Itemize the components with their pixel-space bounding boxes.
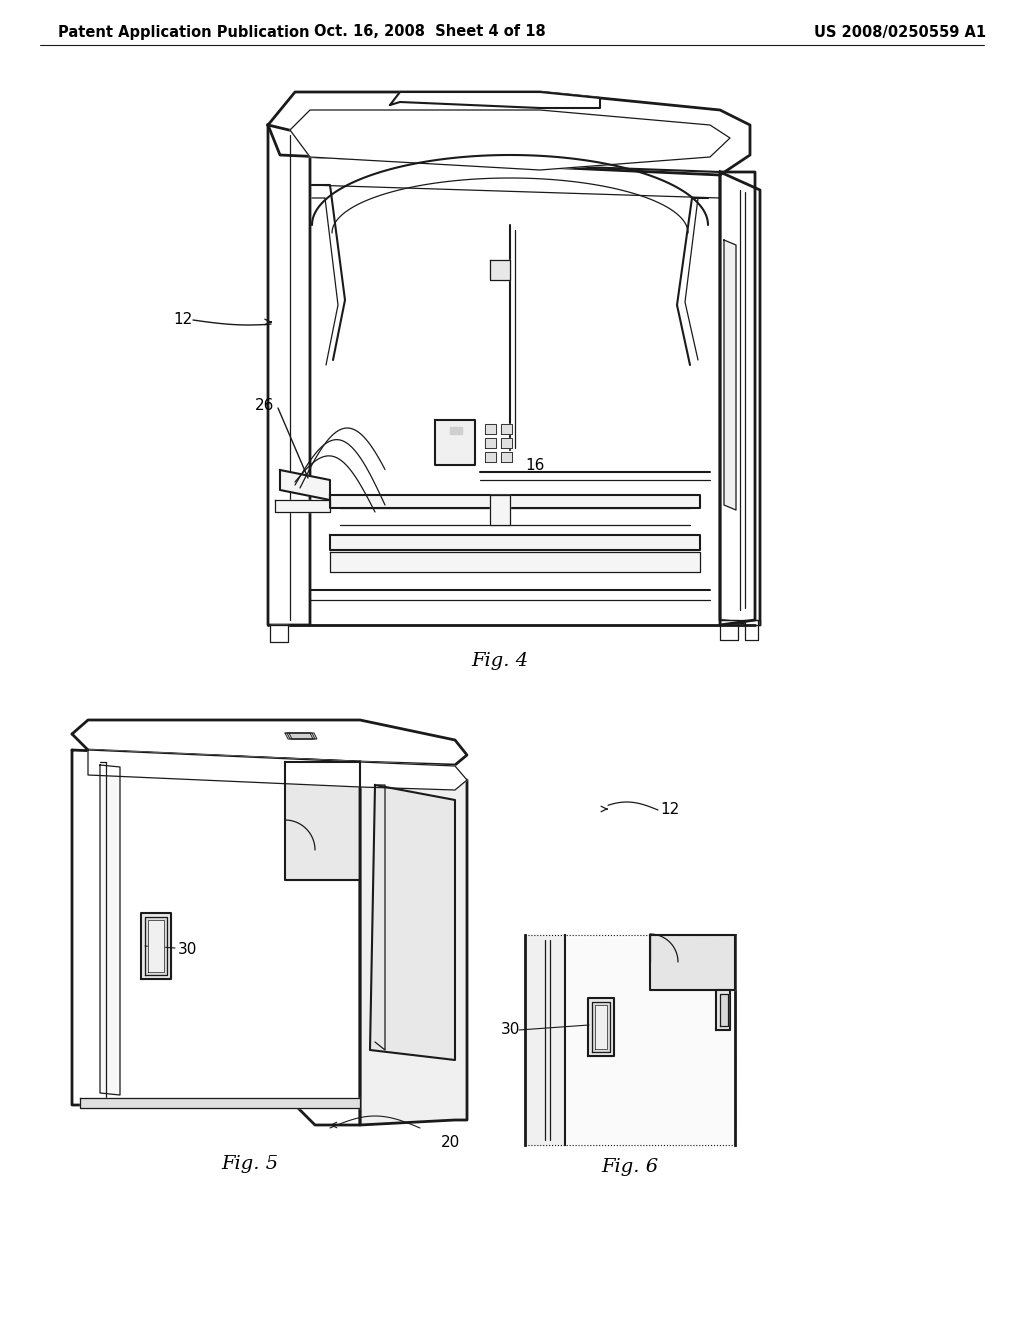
Polygon shape — [290, 110, 730, 170]
Polygon shape — [720, 994, 728, 1026]
Text: 30: 30 — [178, 942, 198, 957]
Polygon shape — [268, 125, 310, 624]
Text: Fig. 5: Fig. 5 — [221, 1155, 279, 1173]
Polygon shape — [490, 495, 510, 525]
Text: US 2008/0250559 A1: US 2008/0250559 A1 — [814, 25, 986, 40]
Polygon shape — [485, 424, 496, 434]
Polygon shape — [720, 172, 755, 624]
Polygon shape — [525, 935, 565, 1144]
Text: Patent Application Publication: Patent Application Publication — [58, 25, 309, 40]
Polygon shape — [592, 1002, 610, 1052]
Polygon shape — [268, 92, 750, 176]
Polygon shape — [450, 426, 462, 434]
Text: 12: 12 — [174, 313, 193, 327]
Bar — [525, 935, 735, 1144]
Text: 30: 30 — [501, 1023, 520, 1038]
Polygon shape — [285, 733, 313, 739]
Polygon shape — [390, 92, 600, 108]
Polygon shape — [141, 913, 171, 979]
Polygon shape — [280, 470, 330, 500]
Text: 16: 16 — [525, 458, 545, 473]
Polygon shape — [100, 766, 120, 1096]
Polygon shape — [745, 620, 758, 640]
Polygon shape — [287, 733, 315, 739]
Polygon shape — [330, 552, 700, 572]
Polygon shape — [650, 935, 735, 990]
Polygon shape — [80, 1098, 360, 1107]
Polygon shape — [72, 719, 467, 766]
Polygon shape — [490, 260, 510, 280]
Polygon shape — [501, 451, 512, 462]
Polygon shape — [588, 998, 614, 1056]
Text: Oct. 16, 2008  Sheet 4 of 18: Oct. 16, 2008 Sheet 4 of 18 — [314, 25, 546, 40]
Polygon shape — [289, 733, 317, 739]
Polygon shape — [275, 500, 330, 512]
Polygon shape — [716, 990, 730, 1030]
Text: 12: 12 — [660, 803, 679, 817]
Polygon shape — [145, 917, 167, 975]
Polygon shape — [501, 424, 512, 434]
Polygon shape — [72, 750, 360, 1125]
Polygon shape — [370, 785, 455, 1060]
Text: 20: 20 — [440, 1135, 460, 1150]
Polygon shape — [485, 438, 496, 447]
Polygon shape — [501, 438, 512, 447]
Polygon shape — [720, 172, 760, 624]
Text: Fig. 4: Fig. 4 — [471, 652, 528, 671]
Polygon shape — [330, 495, 700, 508]
Polygon shape — [285, 762, 360, 880]
Polygon shape — [310, 185, 710, 620]
Polygon shape — [360, 762, 467, 1125]
Text: Fig. 6: Fig. 6 — [601, 1158, 658, 1176]
Polygon shape — [148, 920, 164, 972]
Polygon shape — [88, 750, 467, 789]
Polygon shape — [720, 620, 738, 640]
Polygon shape — [330, 535, 700, 550]
Text: 26: 26 — [255, 397, 274, 412]
Polygon shape — [525, 935, 735, 1144]
Polygon shape — [435, 420, 475, 465]
Polygon shape — [485, 451, 496, 462]
Polygon shape — [565, 935, 735, 1144]
Polygon shape — [595, 1005, 607, 1049]
Polygon shape — [724, 240, 736, 510]
Polygon shape — [270, 624, 288, 642]
